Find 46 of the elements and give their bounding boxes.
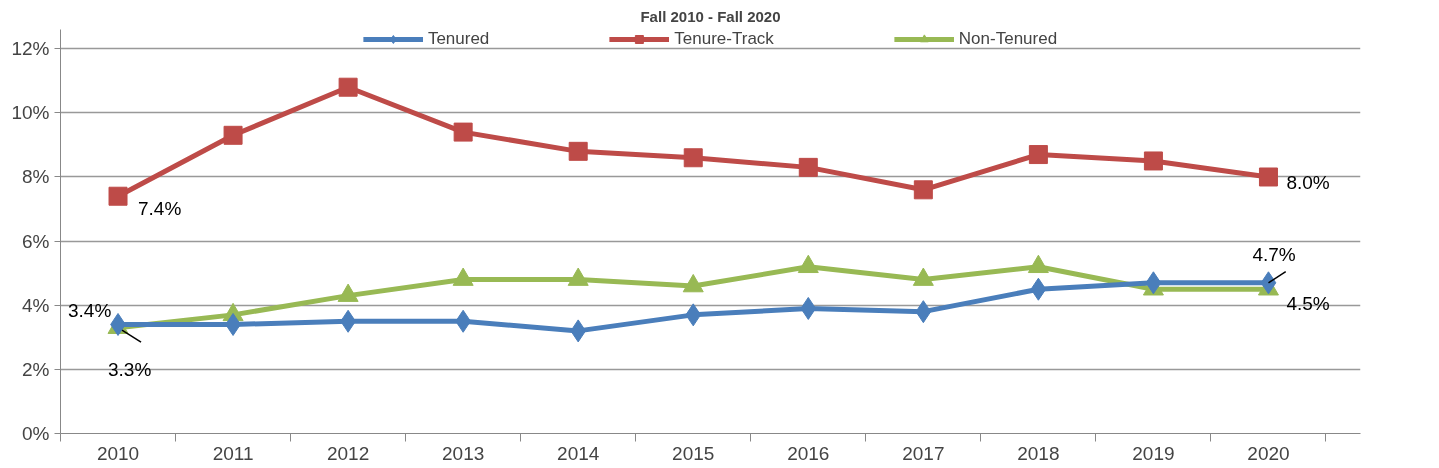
- y-tick-label: 6%: [22, 230, 50, 252]
- data-label: 7.4%: [138, 197, 182, 219]
- x-tick-label: 2016: [787, 442, 830, 464]
- point: [1030, 277, 1047, 301]
- point: [1258, 167, 1278, 187]
- point: [683, 148, 703, 168]
- legend-label: Tenured: [427, 29, 490, 49]
- x-tick-label: 2017: [902, 442, 945, 464]
- y-tick-label: 8%: [22, 166, 50, 188]
- x-tick-label: 2019: [1132, 442, 1175, 464]
- legend-label: Tenure-Track: [674, 29, 774, 49]
- point: [108, 186, 128, 206]
- point: [1260, 271, 1277, 295]
- point: [1028, 145, 1048, 165]
- point: [223, 125, 243, 145]
- point: [1143, 151, 1163, 171]
- point: [913, 180, 933, 200]
- data-label: 3.3%: [108, 359, 152, 381]
- point: [915, 300, 932, 324]
- chart-title: Fall 2010 - Fall 2020: [640, 7, 781, 25]
- y-tick-label: 2%: [22, 358, 50, 380]
- x-tick-label: 2014: [557, 442, 600, 464]
- point: [453, 122, 473, 142]
- point: [1145, 271, 1162, 295]
- x-tick-label: 2010: [96, 442, 140, 464]
- data-label: 4.7%: [1252, 244, 1296, 266]
- point: [798, 157, 818, 177]
- data-label: 4.5%: [1286, 292, 1330, 314]
- x-tick-label: 2018: [1017, 442, 1060, 464]
- point: [338, 77, 358, 97]
- y-tick-label: 4%: [22, 294, 50, 316]
- data-label: 3.4%: [68, 299, 112, 321]
- x-tick-label: 2020: [1247, 442, 1290, 464]
- x-tick-label: 2015: [672, 442, 715, 464]
- y-tick-label: 12%: [11, 38, 50, 60]
- data-label: 8.0%: [1286, 172, 1330, 194]
- legend-label: Non-Tenured: [958, 29, 1058, 49]
- x-tick-label: 2011: [212, 442, 254, 464]
- x-tick-label: 2012: [326, 442, 370, 464]
- x-tick-label: 2013: [442, 442, 485, 464]
- y-tick-label: 10%: [11, 102, 50, 124]
- point: [570, 319, 587, 343]
- point: [568, 141, 588, 161]
- point: [685, 303, 702, 327]
- y-tick-label: 0%: [22, 423, 50, 444]
- point: [800, 296, 817, 320]
